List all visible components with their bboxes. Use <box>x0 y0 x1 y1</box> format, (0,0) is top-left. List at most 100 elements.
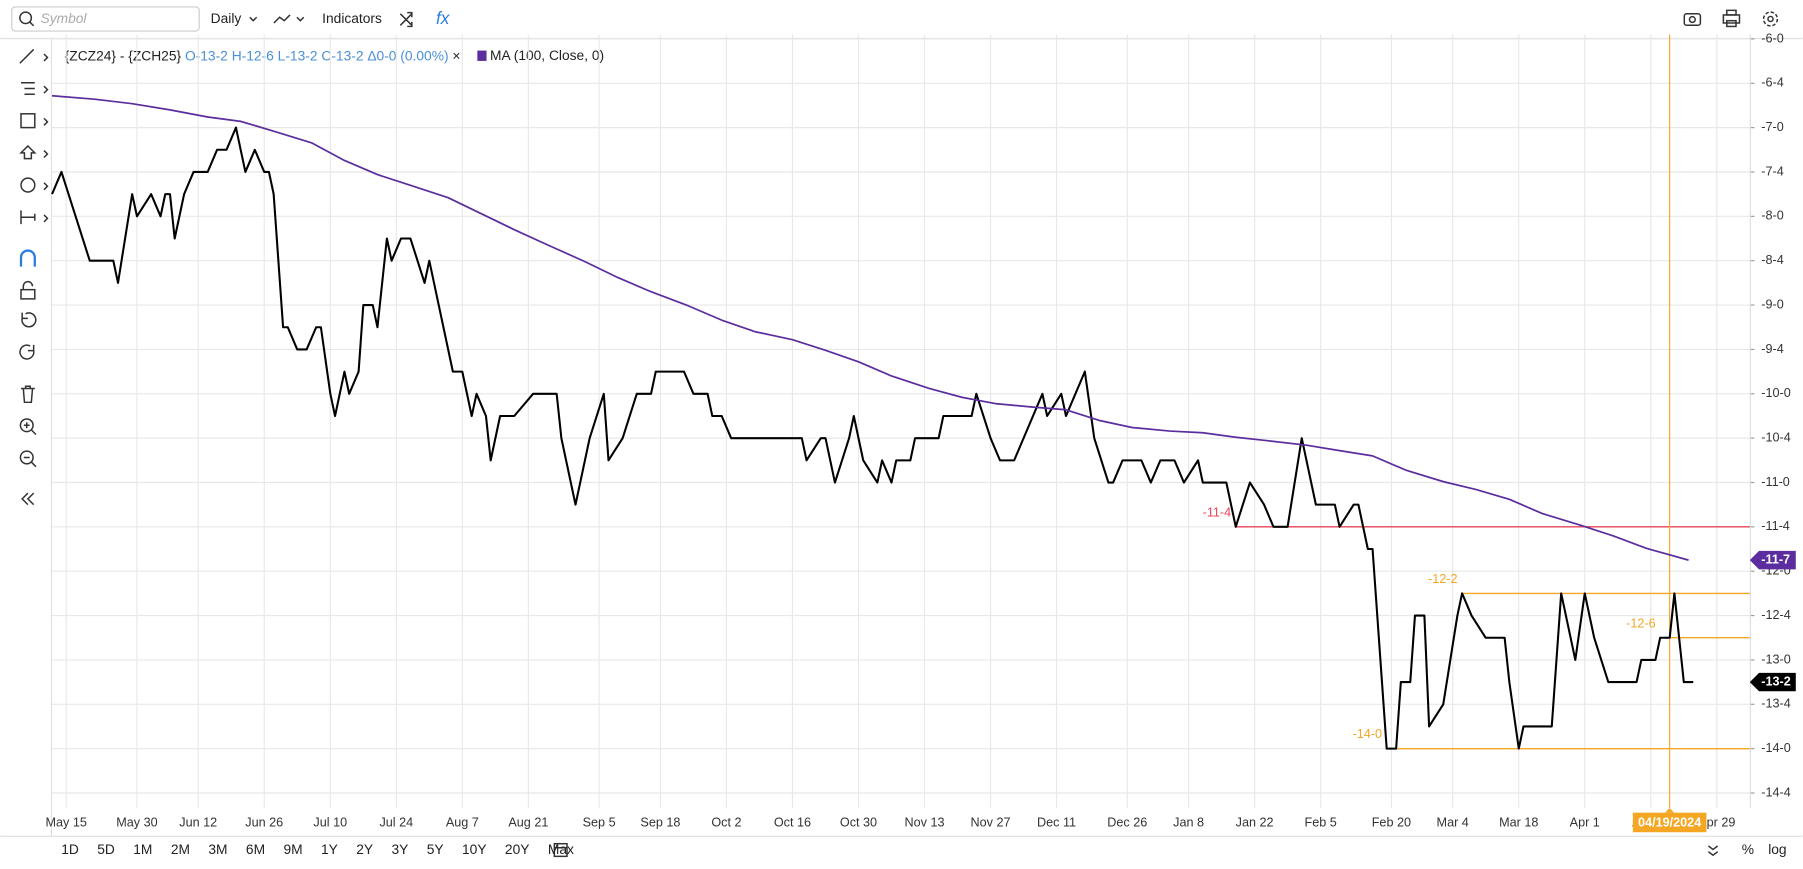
measure-tool[interactable] <box>20 210 36 225</box>
x-tick-label: Oct 30 <box>840 815 877 829</box>
x-tick-label: Jan 8 <box>1173 815 1204 829</box>
screenshot-button[interactable] <box>1683 13 1702 27</box>
settings-icon <box>1767 15 1774 23</box>
x-tick-label: Oct 16 <box>774 815 811 829</box>
legend-close: C-13-2 <box>321 48 363 63</box>
settings-button[interactable] <box>1762 11 1779 27</box>
range-button[interactable]: 5D <box>97 842 115 857</box>
crosshair-badge <box>1632 812 1707 833</box>
range-button[interactable]: 1Y <box>321 842 338 857</box>
x-tick-label: Feb 5 <box>1305 815 1337 829</box>
zoom-out-icon <box>23 456 37 468</box>
date-range-button[interactable] <box>553 842 568 858</box>
x-tick-label: Jun 26 <box>245 815 283 829</box>
range-button[interactable]: 1M <box>133 842 152 857</box>
arrow-tool[interactable] <box>19 144 37 160</box>
delete-button[interactable] <box>21 385 35 404</box>
y-tick-label: -6-4 <box>1761 76 1783 90</box>
level-label: -14-0 <box>1353 727 1382 741</box>
search-box[interactable] <box>11 6 200 32</box>
range-button[interactable]: 6M <box>246 842 265 857</box>
percent-button[interactable]: % <box>1742 842 1754 857</box>
y-tick-label: -14-4 <box>1761 785 1790 799</box>
fx-button[interactable]: fx <box>436 8 451 28</box>
range-button[interactable]: 2Y <box>356 842 373 857</box>
fib-tool[interactable] <box>21 82 35 96</box>
legend-remove[interactable]: × <box>452 48 460 63</box>
trendline-tool[interactable] <box>19 48 35 64</box>
x-tick-label: Nov 27 <box>971 815 1011 829</box>
range-button[interactable]: 2M <box>171 842 190 857</box>
range-button[interactable]: 10Y <box>462 842 487 857</box>
x-tick-label: Mar 4 <box>1437 815 1469 829</box>
x-tick-label: Sep 18 <box>640 815 680 829</box>
collapse-sidebar[interactable] <box>21 492 35 506</box>
range-button[interactable]: 1D <box>61 842 79 857</box>
x-tick-label: Feb 20 <box>1372 815 1411 829</box>
y-tick-label: -9-0 <box>1761 297 1783 311</box>
range-button[interactable]: 20Y <box>505 842 530 857</box>
legend-swatch <box>477 50 487 61</box>
lock-tool[interactable] <box>20 288 36 300</box>
range-button[interactable]: 3Y <box>392 842 409 857</box>
tool-expanders <box>43 53 49 223</box>
series-line <box>51 126 1694 750</box>
y-tick-label: -10-0 <box>1761 386 1790 400</box>
range-button[interactable]: Max <box>548 842 574 857</box>
range-button[interactable]: 5Y <box>427 842 444 857</box>
shape-tool[interactable] <box>20 113 36 129</box>
x-tick-label: Jan 22 <box>1236 815 1274 829</box>
x-tick-label: Mar 18 <box>1499 815 1538 829</box>
y-tick-label: -13-0 <box>1761 652 1790 666</box>
redo-button[interactable] <box>19 344 35 360</box>
y-tick-label: -9-4 <box>1761 342 1783 356</box>
y-tick-label: -8-0 <box>1761 209 1783 223</box>
x-tick-label: Aug 21 <box>508 815 548 829</box>
indicators-button[interactable]: Indicators <box>322 11 382 26</box>
compare-button[interactable] <box>399 11 413 28</box>
x-tick-label: Jul 24 <box>379 815 413 829</box>
y-tick-label: -14-0 <box>1761 741 1790 755</box>
x-tick-label: Dec 11 <box>1037 815 1076 829</box>
legend-low: L-13-2 <box>278 48 318 63</box>
chevron <box>249 16 258 22</box>
range-button[interactable]: 3M <box>208 842 227 857</box>
search-placeholder: Symbol <box>41 11 88 26</box>
y-tick-label: -7-0 <box>1761 120 1783 134</box>
price-badge <box>1749 672 1796 692</box>
annotation-tool[interactable] <box>20 177 36 193</box>
x-tick-label: Sep 5 <box>583 815 616 829</box>
print-icon <box>1726 9 1737 16</box>
zoom-in-icon <box>23 422 37 436</box>
chevron <box>296 16 305 22</box>
legend-ma: MA (100, Close, 0) <box>490 48 604 63</box>
level-label: -12-2 <box>1428 572 1457 586</box>
price-badge <box>1749 550 1796 570</box>
search-icon <box>19 11 33 25</box>
crosshair-label: 04/19/2024 <box>1638 815 1701 829</box>
zoom-in-button[interactable] <box>19 418 34 433</box>
chart-type-button[interactable] <box>273 14 291 24</box>
y-tick-label: -8-4 <box>1761 253 1783 267</box>
interval-button[interactable]: Daily <box>211 11 242 26</box>
range-button[interactable]: 9M <box>283 842 302 857</box>
scroll-button[interactable] <box>1707 845 1719 857</box>
undo-button[interactable] <box>21 312 37 328</box>
crosshair-pointer <box>1665 808 1675 813</box>
legend-open: O-13-2 <box>185 48 228 63</box>
x-tick-label: Dec 26 <box>1107 815 1147 829</box>
y-tick-label: -6-0 <box>1761 31 1783 45</box>
search-icon <box>29 21 35 27</box>
y-tick-label: -12-4 <box>1761 608 1790 622</box>
zoom-out-button[interactable] <box>19 450 34 465</box>
y-tick-label: -11-4 <box>1761 519 1790 533</box>
price-badge-label: -13-2 <box>1761 674 1790 688</box>
price-badge-label: -11-7 <box>1761 552 1790 566</box>
magnet-tool[interactable] <box>19 249 36 267</box>
log-button[interactable]: log <box>1768 842 1786 857</box>
screenshot-icon <box>1688 15 1696 24</box>
x-tick-label: Aug 7 <box>446 815 479 829</box>
